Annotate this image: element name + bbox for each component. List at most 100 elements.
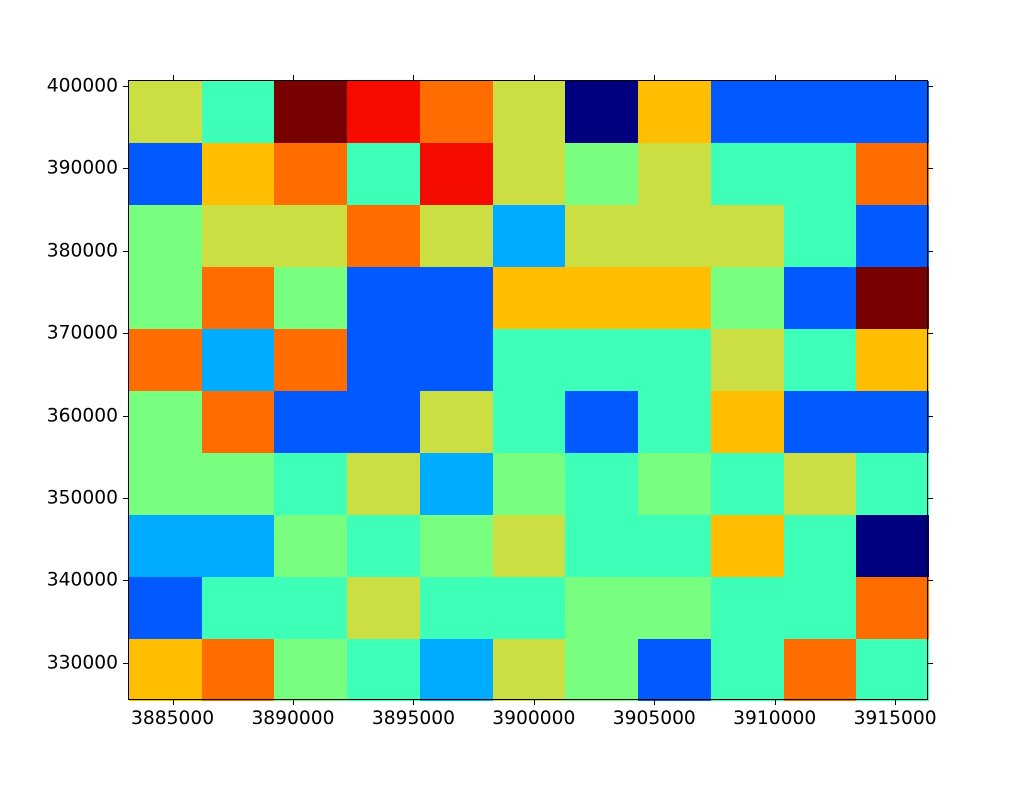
heatmap-cell <box>784 391 857 453</box>
heatmap-cell <box>420 329 493 391</box>
heatmap-cell <box>856 81 929 143</box>
heatmap-cell <box>856 329 929 391</box>
heatmap-cell <box>638 205 711 268</box>
heatmap-cell <box>784 329 857 391</box>
heatmap-cell <box>565 329 638 391</box>
ytick-label: 340000 <box>47 570 118 591</box>
heatmap-cell <box>711 577 784 640</box>
heatmap-cell <box>711 391 784 453</box>
heatmap-cell <box>565 81 638 143</box>
heatmap-cell <box>202 391 275 453</box>
xtick-mark <box>654 700 655 705</box>
ytick-mark <box>123 168 128 169</box>
ytick-label: 330000 <box>47 652 118 673</box>
heatmap-cell <box>420 81 493 143</box>
heatmap-cell <box>711 453 784 516</box>
heatmap-cell <box>856 391 929 453</box>
heatmap-cell <box>856 143 929 205</box>
heatmap-cell <box>420 267 493 330</box>
ytick-mark <box>123 416 128 417</box>
heatmap-cell <box>784 577 857 640</box>
heatmap-cell <box>274 205 347 268</box>
xtick-mark <box>895 700 896 705</box>
heatmap-cell <box>420 453 493 516</box>
heatmap-cell <box>856 577 929 640</box>
heatmap-cell <box>565 577 638 640</box>
heatmap-cell <box>565 639 638 701</box>
heatmap-cell <box>420 205 493 268</box>
heatmap-cell <box>347 391 420 453</box>
heatmap-cell <box>274 143 347 205</box>
heatmap-cell <box>274 515 347 578</box>
heatmap-cell <box>202 81 275 143</box>
ytick-mark <box>123 333 128 334</box>
heatmap-cell <box>274 577 347 640</box>
heatmap-cell <box>274 81 347 143</box>
heatmap-cell <box>420 143 493 205</box>
heatmap-cell <box>493 639 566 701</box>
heatmap-cell <box>493 329 566 391</box>
heatmap-cell <box>274 329 347 391</box>
xtick-mark <box>895 75 896 80</box>
heatmap-cell <box>565 391 638 453</box>
heatmap-cell <box>493 143 566 205</box>
heatmap-cell <box>129 515 202 578</box>
xtick-mark <box>534 75 535 80</box>
ytick-mark <box>928 498 933 499</box>
xtick-label: 3890000 <box>251 708 334 729</box>
heatmap-cell <box>638 639 711 701</box>
heatmap-cell <box>565 453 638 516</box>
ytick-label: 350000 <box>47 487 118 508</box>
ytick-mark <box>928 580 933 581</box>
heatmap-cell <box>202 205 275 268</box>
heatmap-cell <box>638 577 711 640</box>
heatmap-cell <box>202 577 275 640</box>
heatmap-cell <box>347 267 420 330</box>
xtick-label: 3915000 <box>854 708 937 729</box>
heatmap-cell <box>784 639 857 701</box>
ytick-mark <box>928 333 933 334</box>
heatmap-cell <box>638 453 711 516</box>
heatmap-cell <box>493 81 566 143</box>
ytick-label: 370000 <box>47 323 118 344</box>
heatmap-cell <box>493 267 566 330</box>
heatmap-cell <box>493 205 566 268</box>
xtick-mark <box>173 75 174 80</box>
heatmap-cell <box>202 453 275 516</box>
heatmap-cell <box>202 143 275 205</box>
heatmap-cell <box>565 515 638 578</box>
heatmap-cell <box>129 81 202 143</box>
xtick-mark <box>654 75 655 80</box>
heatmap-cell <box>420 391 493 453</box>
xtick-mark <box>775 75 776 80</box>
heatmap-cell <box>711 205 784 268</box>
xtick-mark <box>775 700 776 705</box>
ytick-mark <box>123 251 128 252</box>
heatmap-cell <box>856 267 929 330</box>
ytick-mark <box>928 251 933 252</box>
heatmap-cell <box>784 143 857 205</box>
ytick-mark <box>928 416 933 417</box>
heatmap-cell <box>202 329 275 391</box>
ytick-label: 360000 <box>47 405 118 426</box>
xtick-label: 3910000 <box>733 708 816 729</box>
heatmap-cell <box>274 453 347 516</box>
heatmap-cell <box>784 267 857 330</box>
ytick-mark <box>928 168 933 169</box>
ytick-mark <box>123 663 128 664</box>
heatmap-cell <box>493 453 566 516</box>
xtick-mark <box>413 75 414 80</box>
heatmap-cell <box>129 267 202 330</box>
ytick-label: 390000 <box>47 158 118 179</box>
heatmap-cell <box>493 391 566 453</box>
heatmap-cell <box>565 143 638 205</box>
xtick-label: 3900000 <box>492 708 575 729</box>
heatmap-cell <box>784 453 857 516</box>
heatmap-cell <box>711 143 784 205</box>
figure: 3885000389000038950003900000390500039100… <box>0 0 1028 798</box>
heatmap-cell <box>711 329 784 391</box>
heatmap-cell <box>565 267 638 330</box>
heatmap-cell <box>202 267 275 330</box>
heatmap-cell <box>638 267 711 330</box>
heatmap-cell <box>347 329 420 391</box>
